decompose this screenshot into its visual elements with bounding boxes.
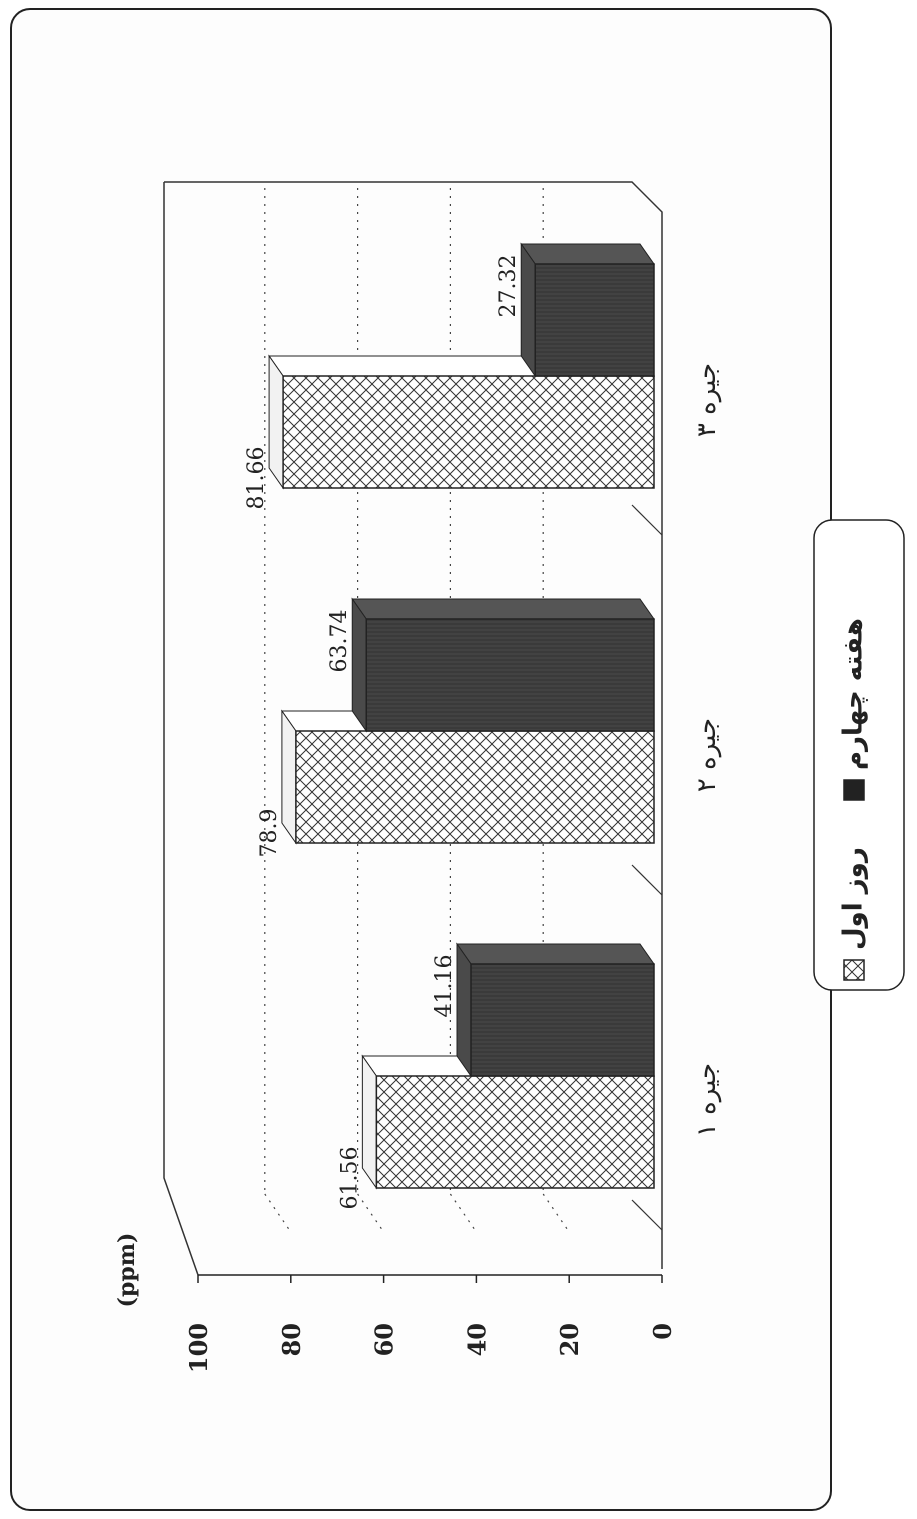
bar-cap-2-1 — [520, 242, 536, 378]
y-tick-label: 40 — [462, 1323, 491, 1356]
category-label: جیره ۱ — [692, 1063, 722, 1137]
category-label: جیره ۲ — [692, 718, 722, 792]
bar-0-0 — [375, 1075, 655, 1189]
bar-cap-2-0 — [268, 354, 284, 490]
category-label: جیره ۳ — [692, 363, 722, 437]
legend: روز اول هفته چهارم — [813, 519, 905, 991]
floor-divider — [631, 504, 663, 536]
data-label: 63.74 — [327, 610, 352, 673]
y-tick-label: 80 — [277, 1323, 306, 1356]
legend-swatch-1 — [843, 779, 865, 801]
bar-cap-1-0 — [281, 709, 297, 845]
y-tick-label: 0 — [648, 1323, 677, 1340]
gridline-depth — [449, 1193, 477, 1233]
bar-1-0 — [295, 730, 655, 844]
data-label: 61.56 — [337, 1147, 362, 1210]
legend-label-0: روز اول — [839, 847, 869, 950]
y-tick-label: 20 — [555, 1323, 584, 1356]
data-label: 78.9 — [257, 809, 282, 858]
y-tick-label: 100 — [184, 1323, 213, 1373]
legend-label-1: هفته چهارم — [839, 618, 869, 770]
gridline-depth — [542, 1193, 570, 1233]
legend-swatch-0 — [843, 959, 865, 981]
gridline-depth — [264, 1193, 292, 1233]
data-label: 27.32 — [496, 255, 521, 318]
bar-1-1 — [365, 618, 655, 732]
bar-top-2-1 — [520, 243, 655, 265]
bar-cap-0-0 — [361, 1054, 377, 1190]
floor-divider — [631, 1199, 663, 1231]
y-tick-label: 60 — [370, 1323, 399, 1356]
bar-top-1-1 — [351, 598, 655, 620]
bar-cap-1-1 — [351, 597, 367, 733]
data-label: 81.66 — [244, 447, 269, 510]
floor-divider — [631, 864, 663, 896]
data-label: 41.16 — [432, 955, 457, 1018]
bar-0-1 — [470, 963, 655, 1077]
legend-box — [813, 519, 905, 991]
bar-2-1 — [534, 263, 655, 377]
plot-area — [163, 181, 663, 1283]
bar-cap-0-1 — [456, 942, 472, 1078]
plot-frame — [164, 181, 663, 1269]
side-wall — [163, 182, 199, 1276]
chart-marks: 0 20 40 60 80 100 61.56 41.16 جیره ۱ 78.9 63.74 جیر… — [184, 242, 722, 1373]
bar-2-0 — [282, 375, 655, 489]
bar-top-0-1 — [456, 943, 655, 965]
y-axis-unit: (ppm) — [114, 1233, 140, 1308]
